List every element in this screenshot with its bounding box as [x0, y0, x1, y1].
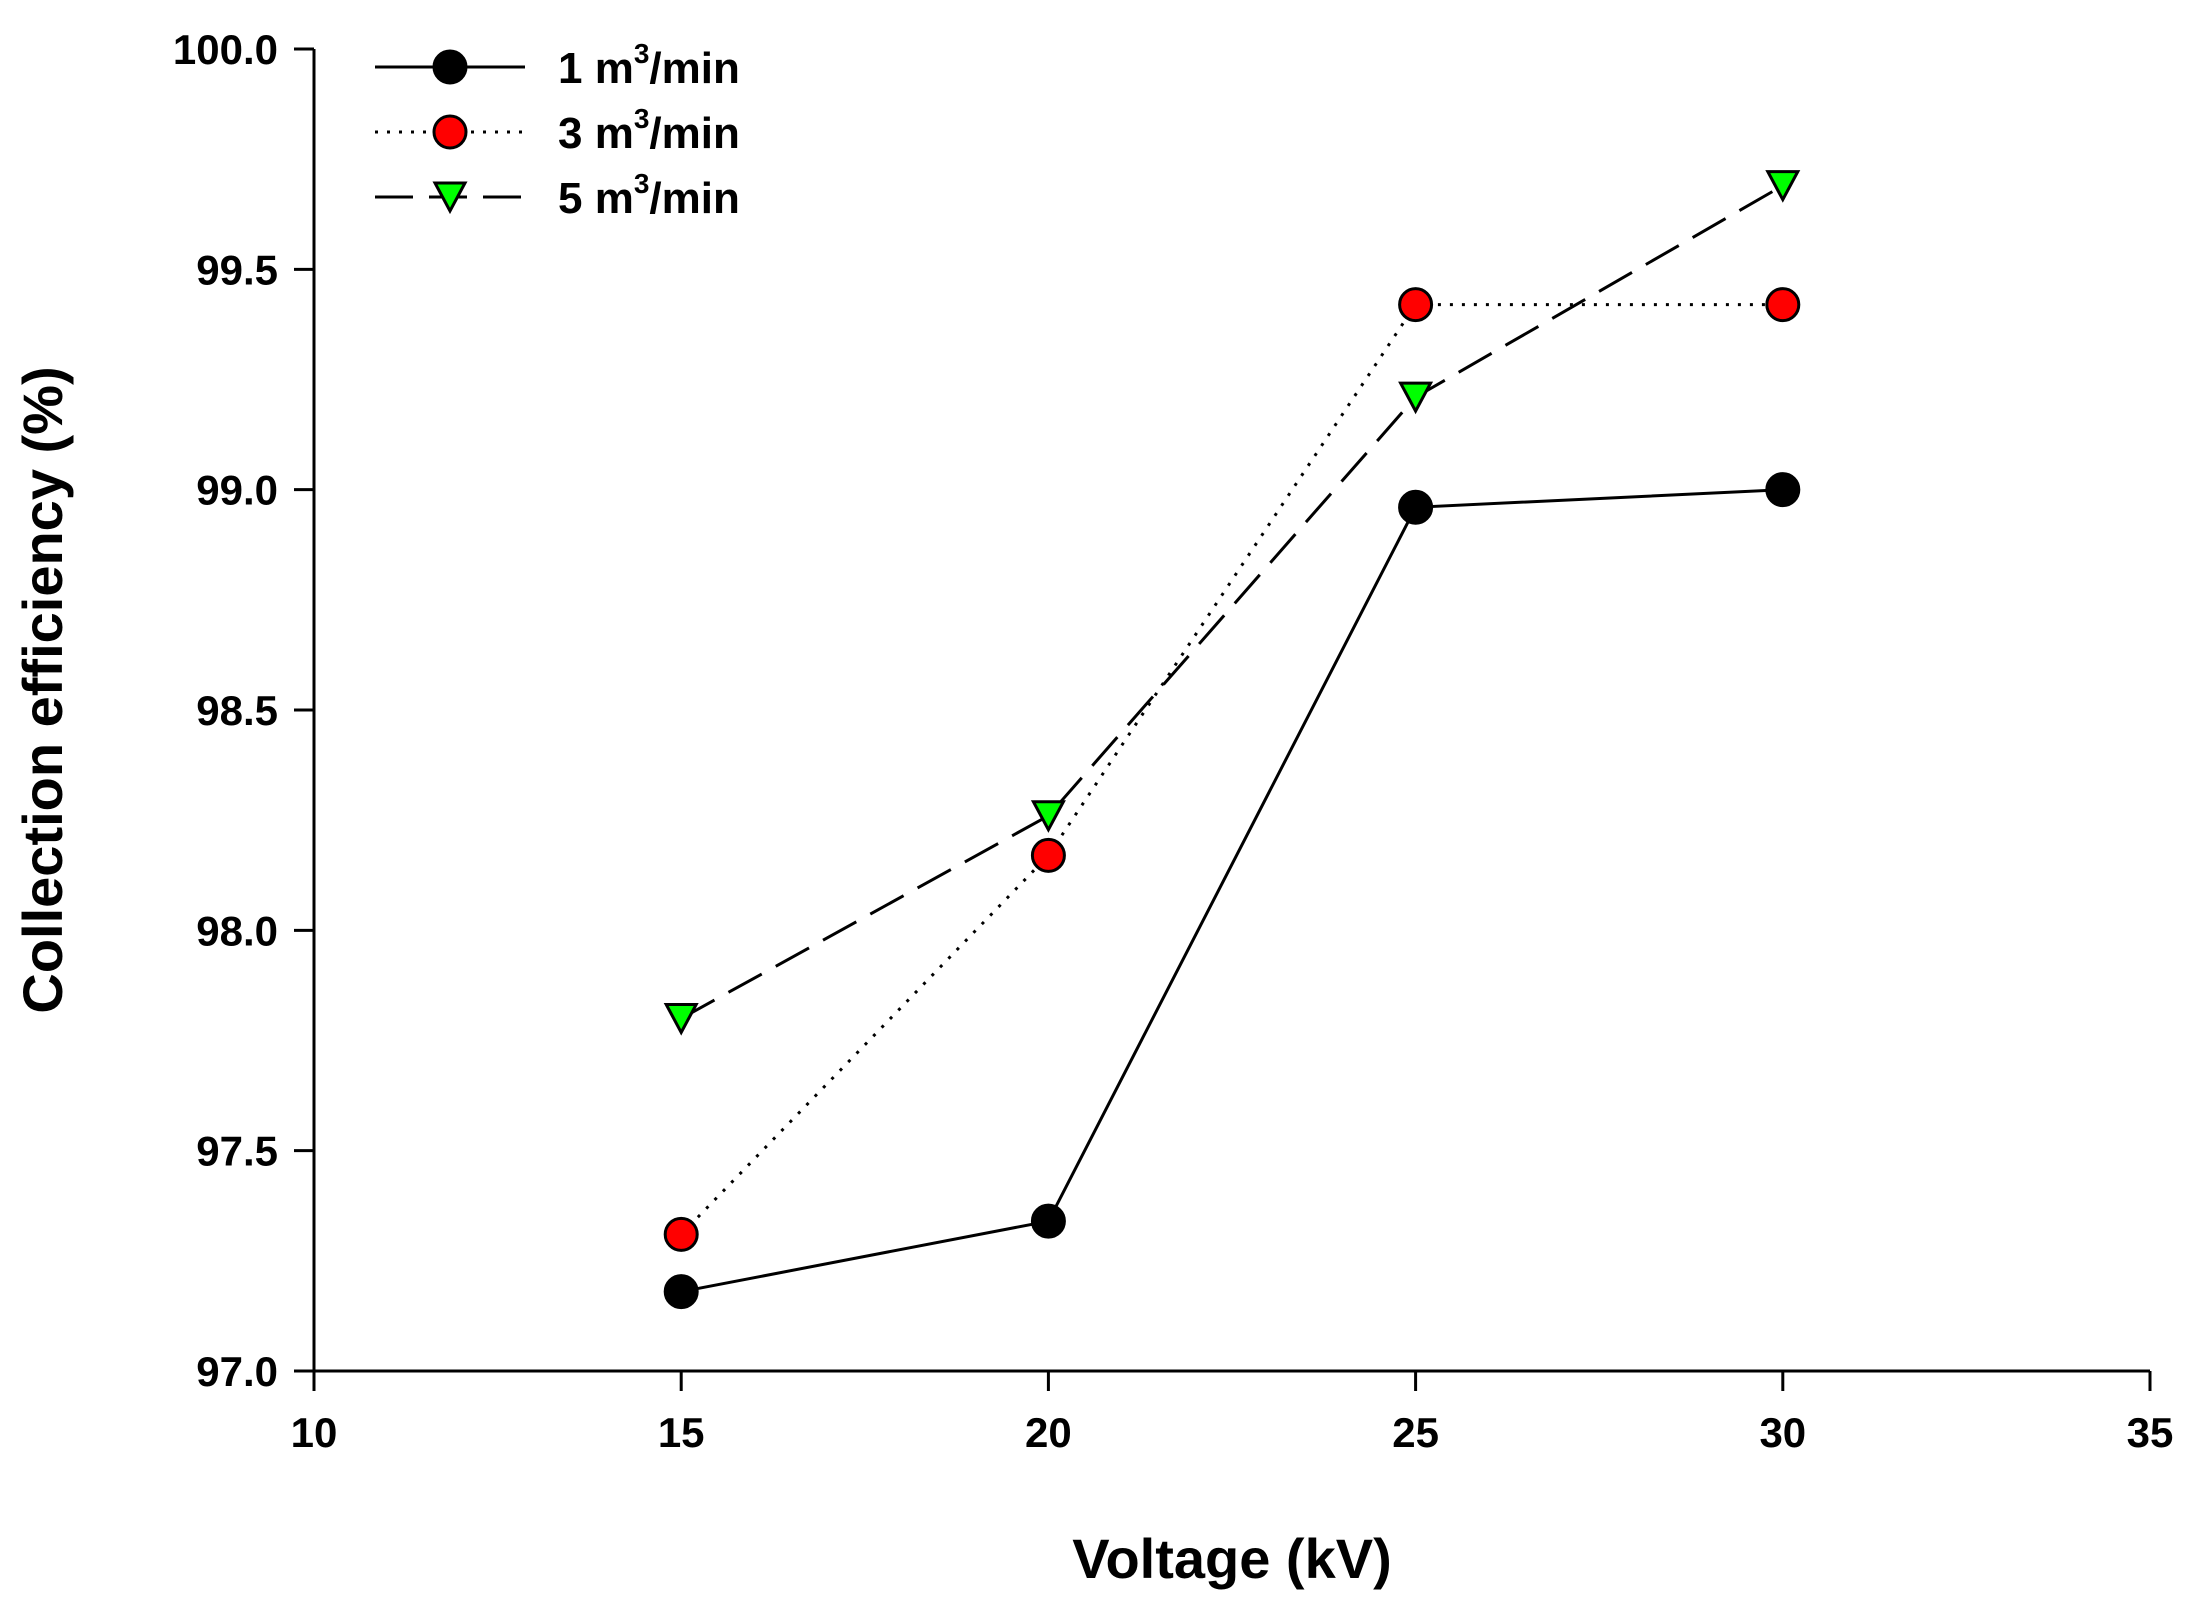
legend-label-superscript: 3 — [634, 168, 650, 199]
x-tick-label: 20 — [1025, 1409, 1072, 1456]
series-line — [680, 303, 1783, 1236]
data-point — [663, 1002, 699, 1036]
data-point — [663, 1216, 699, 1252]
y-tick-label: 97.0 — [196, 1348, 278, 1395]
data-point — [1398, 489, 1434, 525]
legend-label: 3 m3/min — [558, 103, 740, 158]
y-tick-label: 99.0 — [196, 467, 278, 514]
y-axis-title: Collection efficiency (%) — [11, 366, 74, 1013]
legend-label-unit: /min — [649, 174, 739, 223]
legend-label: 5 m3/min — [558, 168, 740, 223]
legend-label-superscript: 3 — [634, 103, 650, 134]
x-tick-label: 15 — [658, 1409, 705, 1456]
y-tick-label: 100.0 — [173, 26, 278, 73]
data-point — [663, 1274, 699, 1310]
series-1 — [663, 472, 1801, 1310]
x-tick-label: 35 — [2127, 1409, 2174, 1456]
series-line — [680, 488, 1783, 1294]
y-tick-label: 99.5 — [196, 246, 278, 293]
x-axis-title: Voltage (kV) — [1072, 1527, 1391, 1590]
data-point — [1765, 287, 1801, 323]
x-tick-label: 10 — [291, 1409, 338, 1456]
legend-label: 1 m3/min — [558, 38, 740, 93]
legend-marker — [432, 181, 468, 215]
legend-marker — [432, 49, 468, 85]
legend-marker — [432, 114, 468, 150]
x-tick-label: 25 — [1392, 1409, 1439, 1456]
legend-label-main: 5 m — [558, 174, 634, 223]
y-tick-label: 98.0 — [196, 907, 278, 954]
legend-entry: 1 m3/min — [375, 38, 740, 93]
legend-entry: 5 m3/min — [375, 168, 740, 223]
data-point — [1398, 381, 1434, 415]
data-point — [1030, 1203, 1066, 1239]
series-layer — [663, 170, 1801, 1310]
legend-entry: 3 m3/min — [375, 103, 740, 158]
axes: 10 15 20 25 30 35 97.0 97.5 98.0 98.5 99.0 99.5 100.… — [173, 26, 2173, 1456]
series-3 — [663, 170, 1801, 1036]
y-tick-label: 97.5 — [196, 1128, 278, 1175]
series-2 — [663, 287, 1801, 1252]
y-tick-label: 98.5 — [196, 687, 278, 734]
legend-label-main: 3 m — [558, 109, 634, 158]
legend-label-unit: /min — [649, 109, 739, 158]
legend-label-main: 1 m — [558, 44, 634, 93]
data-point — [1030, 837, 1066, 873]
series-line — [680, 184, 1784, 1020]
data-point — [1398, 287, 1434, 323]
data-point — [1765, 472, 1801, 508]
legend-label-unit: /min — [649, 44, 739, 93]
x-tick-label: 30 — [1759, 1409, 1806, 1456]
data-point — [1765, 170, 1801, 203]
data-point — [1030, 800, 1066, 833]
legend-label-superscript: 3 — [634, 38, 650, 69]
